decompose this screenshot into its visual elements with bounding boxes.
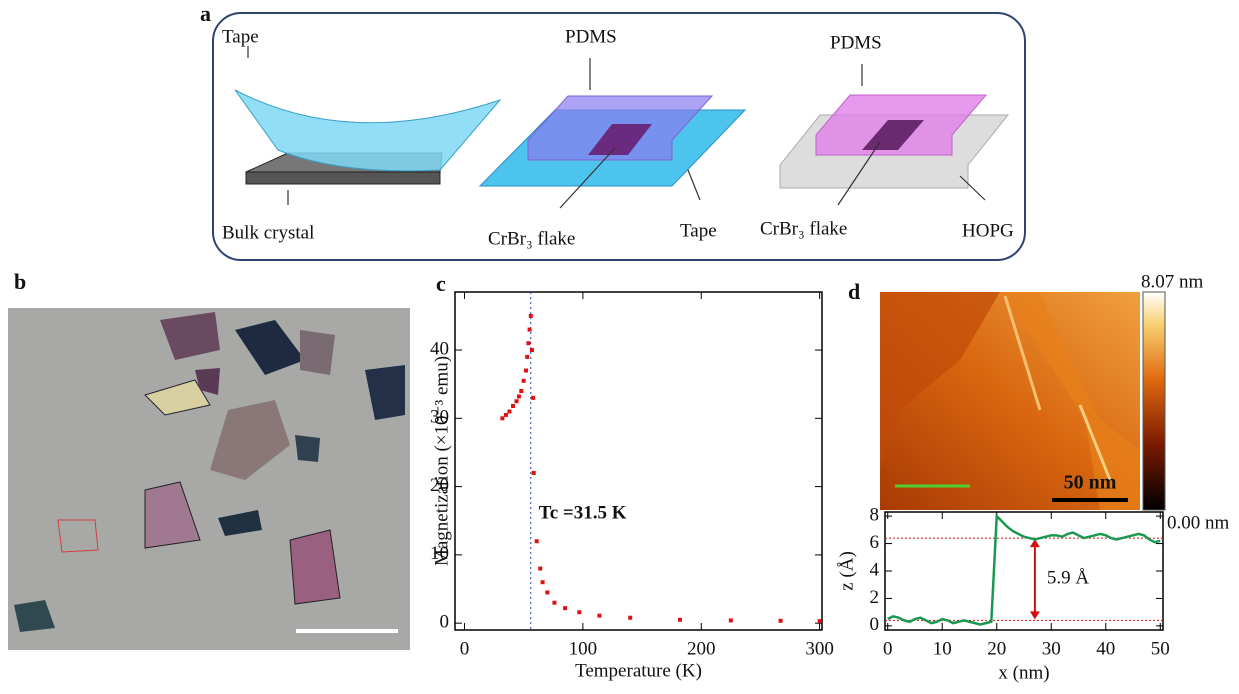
diagram-label: Bulk crystal: [222, 222, 314, 243]
panel-label: d: [848, 279, 860, 304]
y-tick-label: 10: [430, 543, 449, 564]
x-tick-label: 10: [933, 638, 952, 659]
arrow-head: [1029, 539, 1040, 548]
annotation: 5.9 Å: [1047, 568, 1090, 589]
data-point: [521, 378, 526, 383]
x-tick-label: 40: [1096, 638, 1115, 659]
diagram-label: CrBr₃ flake: [760, 218, 847, 239]
plot-frame: [454, 291, 823, 631]
x-tick-label: 50: [1151, 638, 1170, 659]
data-point: [519, 389, 524, 394]
x-axis-label: Temperature (K): [575, 660, 702, 681]
data-point: [527, 327, 532, 332]
schematic: Tape Bulk crystal PDMS CrBr₃ flake Tape …: [212, 12, 1026, 261]
data-point: [677, 617, 682, 622]
diagram-label: Tape: [222, 26, 259, 47]
y-tick-label: 30: [430, 407, 449, 428]
optical-image: [8, 308, 410, 650]
data-point: [526, 341, 531, 346]
data-point: [507, 409, 512, 414]
data-point: [511, 404, 516, 409]
data-point: [534, 539, 539, 544]
data-point: [531, 395, 536, 400]
data-point: [528, 313, 533, 318]
x-tick-label: 20: [987, 638, 1006, 659]
data-point: [545, 590, 550, 595]
diagram-label: PDMS: [565, 26, 617, 47]
x-tick-label: 0: [883, 638, 893, 659]
diagram-label: PDMS: [830, 32, 882, 53]
data-point: [817, 619, 822, 624]
data-point: [552, 600, 557, 605]
data-point: [728, 618, 733, 623]
y-tick-label: 8: [870, 504, 880, 525]
x-tick-label: 300: [805, 638, 834, 659]
data-point: [514, 399, 519, 404]
x-tick-label: 100: [569, 638, 598, 659]
profile-line: [887, 513, 1161, 626]
data-point: [524, 368, 529, 373]
annotation: Tc =31.5 K: [539, 502, 627, 523]
y-axis-label: Magnetization (×10⁻³ emu): [431, 356, 452, 566]
plot-frame: [884, 511, 1164, 631]
scale-bar-label: 50 nm: [1064, 472, 1117, 494]
panel-label: b: [14, 269, 26, 294]
y-tick-label: 0: [440, 612, 450, 633]
data-point: [529, 348, 534, 353]
y-tick-label: 2: [870, 587, 880, 608]
data-point: [778, 618, 783, 623]
x-axis-label: x (nm): [998, 662, 1049, 683]
arrow-head: [1029, 611, 1040, 620]
data-point: [500, 416, 505, 421]
panel-label: a: [200, 1, 211, 26]
diagram-label: Tape: [680, 220, 717, 241]
data-point: [540, 580, 545, 585]
data-point: [577, 610, 582, 615]
data-point: [516, 394, 521, 399]
y-axis-label: z (Å): [836, 551, 857, 591]
data-point: [531, 470, 536, 475]
x-tick-label: 30: [1042, 638, 1061, 659]
afm-image: 50 nm 8.07 nm 0.00 nm: [880, 271, 1230, 533]
data-point: [597, 613, 602, 618]
data-point: [628, 615, 633, 620]
y-tick-label: 20: [430, 475, 449, 496]
data-point: [503, 412, 508, 417]
diagram-label: HOPG: [962, 220, 1014, 241]
y-tick-label: 0: [870, 614, 880, 635]
x-tick-label: 0: [460, 638, 470, 659]
colorbar-label: 0.00 nm: [1167, 512, 1230, 533]
data-point: [525, 354, 530, 359]
y-tick-label: 6: [870, 532, 880, 553]
diagram-label: CrBr₃ flake: [488, 228, 575, 249]
y-tick-label: 4: [870, 559, 880, 580]
y-tick-label: 40: [430, 338, 449, 359]
x-tick-label: 200: [687, 638, 716, 659]
data-point: [538, 566, 543, 571]
panel-label: c: [436, 271, 446, 296]
data-point: [563, 606, 568, 611]
colorbar-label: 8.07 nm: [1141, 271, 1204, 292]
